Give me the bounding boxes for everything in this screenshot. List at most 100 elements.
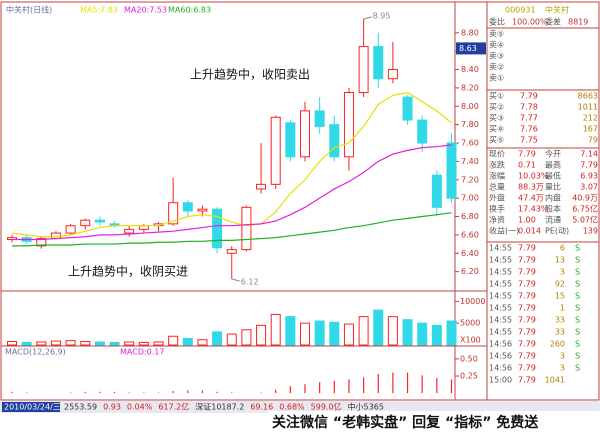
candle-body — [241, 206, 252, 251]
status-item: 深证10187.2 — [195, 403, 244, 412]
volume-bar — [387, 316, 398, 346]
quote-cell: 净资 — [489, 215, 505, 225]
trade-cell: 1 — [560, 304, 565, 313]
legend-entry: MA60:6.83 — [168, 6, 211, 15]
quote-cell: 40.9万 — [572, 194, 598, 203]
candle-body — [300, 110, 310, 158]
volume-bar — [241, 329, 252, 346]
quote-cell: 1.00 — [518, 216, 536, 225]
candle-body — [256, 183, 267, 190]
trade-cell: 7.79 — [518, 340, 536, 349]
candle-body — [431, 174, 442, 208]
candle-body — [314, 110, 325, 127]
volume-bar — [358, 316, 369, 346]
quote-cell: 17.43% — [518, 205, 549, 214]
candle-body — [65, 225, 76, 234]
status-item: 617.2亿 — [158, 402, 189, 412]
y-tick-label: 6.60 — [461, 230, 479, 239]
ask-label: 卖⑤ — [489, 30, 504, 39]
quote-cell: 5.07亿 — [572, 215, 598, 225]
bid-price: 7.75 — [520, 136, 538, 145]
y-tick-label: 0.50 — [460, 354, 478, 363]
candle-body — [417, 119, 428, 144]
trade-cell: 7.79 — [518, 364, 536, 373]
trade-cell: 15 — [555, 292, 565, 301]
candle-body — [373, 46, 384, 80]
quote-cell: 最低 — [545, 171, 561, 181]
y-tick-label: 7.40 — [461, 157, 479, 166]
y-tick-label: 7.80 — [461, 120, 479, 129]
cursor-box — [456, 42, 486, 55]
volume-bar — [50, 340, 61, 346]
volume-bar — [256, 324, 267, 346]
trade-cell: 14:55 — [489, 316, 512, 325]
bid-label: 买⑤ — [489, 136, 504, 145]
candle-body — [270, 116, 281, 185]
volume-bar — [153, 341, 164, 346]
volume-bar — [138, 341, 149, 346]
quote-cell: 今开 — [545, 149, 561, 159]
side-panel — [486, 1, 600, 401]
trade-cell: 7.79 — [518, 304, 536, 313]
volume-bar — [212, 331, 223, 346]
volume-bar — [124, 341, 135, 346]
ask-label: 卖② — [489, 63, 504, 72]
trade-cell: S — [575, 304, 580, 313]
y-tick-label: 7.60 — [461, 139, 479, 148]
candle-body — [124, 228, 135, 234]
volume-bar — [446, 320, 457, 346]
marker-line — [363, 16, 372, 20]
y-tick-label: 0.25 — [460, 372, 478, 381]
y-tick-label: 8.00 — [461, 102, 479, 111]
quote-cell: 7.14 — [580, 150, 598, 159]
annotation: 上升趋势中，收阳卖出 — [190, 67, 310, 82]
ask-label: 卖① — [489, 74, 504, 83]
trade-cell: 14:56 — [489, 352, 512, 361]
date-box — [2, 402, 60, 412]
quote-cell: 10.03% — [518, 172, 549, 181]
bid-price: 7.79 — [520, 92, 538, 101]
y-tick-label: 10000 — [460, 297, 485, 306]
volume-bar — [329, 321, 340, 346]
quote-cell: 0.71 — [518, 161, 536, 170]
trade-cell: S — [575, 364, 580, 373]
trade-cell: 14:55 — [489, 304, 512, 313]
bid-volume: 79 — [588, 136, 598, 145]
quote-cell: 涨跌 — [489, 160, 505, 170]
volume-bar — [373, 309, 384, 346]
ask-label: 卖④ — [489, 41, 504, 50]
trade-cell: S — [575, 280, 580, 289]
quote-cell: PE(动) — [545, 226, 569, 236]
y-tick-label: 8.40 — [461, 65, 479, 74]
volume-bar — [168, 335, 179, 346]
stock-name: 中关村 — [545, 5, 569, 15]
ask-label: 卖③ — [489, 52, 504, 61]
candle-body — [94, 219, 105, 223]
bid-label: 买③ — [489, 114, 504, 123]
trade-cell: 7.79 — [518, 316, 536, 325]
volume-bar — [314, 320, 325, 346]
watermark: 关注微信 “老韩实盘” 回复 “指标” 免费送 — [272, 414, 539, 431]
candle-body — [36, 238, 47, 247]
volume-bar — [36, 341, 47, 346]
ratio-cell: 8819 — [568, 18, 588, 27]
quote-cell: 涨幅 — [489, 171, 505, 181]
candle-body — [80, 219, 91, 227]
trade-cell: 33 — [555, 328, 565, 337]
status-item: 0.68% — [279, 403, 305, 412]
bid-price: 7.77 — [520, 114, 538, 123]
bid-volume: 8663 — [578, 92, 598, 101]
trade-cell: 14:55 — [489, 256, 512, 265]
volume-bar — [7, 341, 17, 346]
trade-cell: S — [575, 328, 580, 337]
trade-cell: S — [575, 244, 580, 253]
annotation: 上升趋势中，收阴买进 — [68, 264, 188, 279]
candle-body — [197, 208, 208, 212]
trade-cell: 7.79 — [518, 256, 536, 265]
macd-legend: MACD:0.17 — [120, 348, 165, 357]
trade-cell: 7.79 — [518, 244, 536, 253]
bid-label: 买④ — [489, 125, 504, 134]
quote-cell: 88.3万 — [518, 183, 544, 192]
trade-cell: S — [575, 340, 580, 349]
